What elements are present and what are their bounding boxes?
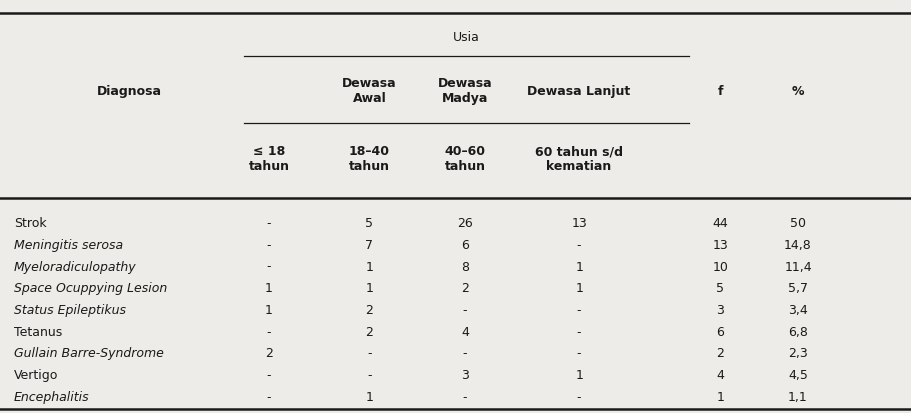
Text: 11,4: 11,4 <box>783 260 811 273</box>
Text: Vertigo: Vertigo <box>14 368 58 381</box>
Text: %: % <box>791 84 804 97</box>
Text: -: - <box>577 390 580 403</box>
Text: 60 tahun s/d
kematian: 60 tahun s/d kematian <box>535 145 622 173</box>
Text: 50: 50 <box>789 216 805 230</box>
Text: -: - <box>267 325 271 338</box>
Text: 7: 7 <box>365 238 373 251</box>
Text: 26: 26 <box>456 216 473 230</box>
Text: -: - <box>463 390 466 403</box>
Text: 1: 1 <box>365 390 373 403</box>
Text: 2: 2 <box>461 282 468 294</box>
Text: 1: 1 <box>265 282 272 294</box>
Text: -: - <box>577 325 580 338</box>
Text: 6: 6 <box>716 325 723 338</box>
Text: 1: 1 <box>575 368 582 381</box>
Text: -: - <box>267 216 271 230</box>
Text: 18–40
tahun: 18–40 tahun <box>349 145 389 173</box>
Text: 4,5: 4,5 <box>787 368 807 381</box>
Text: 6: 6 <box>461 238 468 251</box>
Text: Diagnosa: Diagnosa <box>97 84 161 97</box>
Text: Dewasa
Awal: Dewasa Awal <box>342 77 396 105</box>
Text: 3,4: 3,4 <box>787 303 807 316</box>
Text: Tetanus: Tetanus <box>14 325 62 338</box>
Text: 2: 2 <box>365 303 373 316</box>
Text: Strok: Strok <box>14 216 46 230</box>
Text: f: f <box>717 84 722 97</box>
Text: -: - <box>267 260 271 273</box>
Text: Gullain Barre-Syndrome: Gullain Barre-Syndrome <box>14 347 163 360</box>
Text: 40–60
tahun: 40–60 tahun <box>445 145 485 173</box>
Text: 1: 1 <box>575 260 582 273</box>
Text: 14,8: 14,8 <box>783 238 811 251</box>
Text: -: - <box>577 303 580 316</box>
Text: 4: 4 <box>716 368 723 381</box>
Text: -: - <box>463 347 466 360</box>
Text: -: - <box>367 347 371 360</box>
Text: 44: 44 <box>711 216 728 230</box>
Text: 4: 4 <box>461 325 468 338</box>
Text: 1: 1 <box>365 282 373 294</box>
Text: Usia: Usia <box>453 31 479 44</box>
Text: 6,8: 6,8 <box>787 325 807 338</box>
Text: Status Epileptikus: Status Epileptikus <box>14 303 126 316</box>
Text: -: - <box>577 347 580 360</box>
Text: ≤ 18
tahun: ≤ 18 tahun <box>249 145 289 173</box>
Text: Myeloradiculopathy: Myeloradiculopathy <box>14 260 136 273</box>
Text: 1: 1 <box>716 390 723 403</box>
Text: 2: 2 <box>265 347 272 360</box>
Text: Meningitis serosa: Meningitis serosa <box>14 238 123 251</box>
Text: 1: 1 <box>575 282 582 294</box>
Text: Dewasa Lanjut: Dewasa Lanjut <box>527 84 630 97</box>
Text: 13: 13 <box>711 238 728 251</box>
Text: 1: 1 <box>265 303 272 316</box>
Text: Encephalitis: Encephalitis <box>14 390 89 403</box>
Text: 13: 13 <box>570 216 587 230</box>
Text: -: - <box>267 368 271 381</box>
Text: -: - <box>463 303 466 316</box>
Text: 5,7: 5,7 <box>787 282 807 294</box>
Text: 2: 2 <box>716 347 723 360</box>
Text: -: - <box>267 390 271 403</box>
Text: 2: 2 <box>365 325 373 338</box>
Text: 3: 3 <box>716 303 723 316</box>
Text: -: - <box>577 238 580 251</box>
Text: 3: 3 <box>461 368 468 381</box>
Text: -: - <box>367 368 371 381</box>
Text: Space Ocuppying Lesion: Space Ocuppying Lesion <box>14 282 167 294</box>
Text: 10: 10 <box>711 260 728 273</box>
Text: 5: 5 <box>365 216 373 230</box>
Text: 1: 1 <box>365 260 373 273</box>
Text: 1,1: 1,1 <box>787 390 807 403</box>
Text: -: - <box>267 238 271 251</box>
Text: 8: 8 <box>461 260 468 273</box>
Text: 2,3: 2,3 <box>787 347 807 360</box>
Text: Dewasa
Madya: Dewasa Madya <box>437 77 492 105</box>
Text: 5: 5 <box>716 282 723 294</box>
